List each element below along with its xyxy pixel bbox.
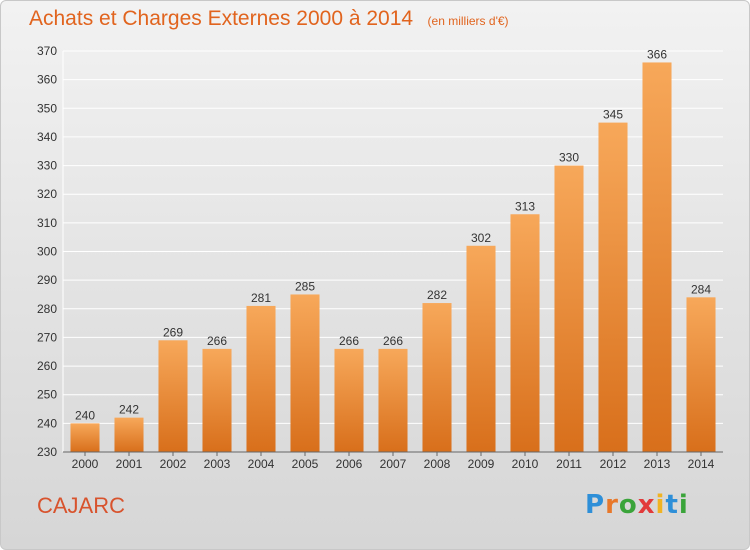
title-row: Achats et Charges Externes 2000 à 2014 (…: [29, 7, 509, 31]
value-label: 240: [75, 408, 95, 422]
value-label: 242: [119, 403, 139, 417]
y-axis: 230 240 250 260 270 280 290 300 310 320 330 340 350 3…: [37, 44, 57, 459]
x-tick-label: 2012: [600, 457, 627, 471]
value-label: 282: [427, 288, 447, 302]
bar-2006: [334, 348, 364, 452]
value-label: 266: [383, 334, 403, 348]
logo-letter: t: [665, 490, 679, 520]
x-tick-label: 2014: [688, 457, 715, 471]
bar-2005: [290, 294, 320, 452]
x-tick-label: 2013: [644, 457, 671, 471]
y-tick-label: 290: [37, 273, 57, 287]
logo-letter: r: [605, 490, 619, 520]
y-tick-label: 280: [37, 302, 57, 316]
bar-2000: [70, 423, 100, 452]
logo-letter: o: [618, 490, 638, 520]
bar-2004: [246, 305, 276, 452]
bar-2013: [642, 62, 672, 452]
y-tick-label: 260: [37, 359, 57, 373]
chart-title: Achats et Charges Externes 2000 à 2014: [29, 7, 414, 30]
value-label: 266: [339, 334, 359, 348]
x-tick-label: 2007: [380, 457, 407, 471]
bar-2009: [466, 245, 496, 452]
bar-2012: [598, 122, 628, 452]
bar-2002: [158, 340, 188, 452]
x-tick-label: 2009: [468, 457, 495, 471]
y-tick-label: 310: [37, 216, 57, 230]
value-label: 266: [207, 334, 227, 348]
y-tick-label: 300: [37, 245, 57, 259]
value-label: 345: [603, 108, 623, 122]
chart-subtitle: (en milliers d'€): [427, 14, 509, 28]
x-tick-label: 2005: [292, 457, 319, 471]
y-tick-label: 270: [37, 330, 57, 344]
commune-name: CAJARC: [37, 493, 126, 518]
value-label: 313: [515, 199, 535, 213]
y-tick-label: 240: [37, 416, 57, 430]
x-tick-label: 2002: [160, 457, 187, 471]
x-tick-label: 2000: [72, 457, 99, 471]
bar-2010: [510, 214, 540, 452]
x-tick-label: 2010: [512, 457, 539, 471]
y-tick-label: 250: [37, 388, 57, 402]
value-labels: 240 242 269 266 281 285 266 266 282 302 313 330 345 3…: [75, 47, 711, 422]
y-tick-label: 340: [37, 130, 57, 144]
y-tick-label: 320: [37, 187, 57, 201]
value-label: 302: [471, 231, 491, 245]
value-label: 366: [647, 47, 667, 61]
bar-2007: [378, 348, 408, 452]
bar-2003: [202, 348, 232, 452]
value-label: 285: [295, 279, 315, 293]
x-tick-label: 2001: [116, 457, 143, 471]
logo-letter: i: [678, 490, 689, 520]
y-tick-label: 230: [37, 445, 57, 459]
y-tick-label: 370: [37, 44, 57, 58]
bar-2001: [114, 417, 144, 452]
value-label: 284: [691, 282, 711, 296]
y-tick-label: 350: [37, 101, 57, 115]
x-tick-label: 2008: [424, 457, 451, 471]
bar-2011: [554, 165, 584, 453]
logo-letter: x: [637, 490, 656, 520]
value-label: 281: [251, 291, 271, 305]
x-tick-label: 2004: [248, 457, 275, 471]
y-tick-label: 330: [37, 159, 57, 173]
proxiti-logo: Proxiti: [585, 490, 689, 520]
value-label: 269: [163, 325, 183, 339]
x-axis: 2000 2001 2002 2003 2004 2005 2006 2007 2008 2009…: [63, 451, 723, 471]
x-tick-label: 2011: [556, 457, 582, 471]
bar-2008: [422, 303, 452, 452]
logo-letter: P: [585, 490, 606, 520]
bar-2014: [686, 297, 716, 452]
value-label: 330: [559, 151, 579, 165]
x-tick-label: 2003: [204, 457, 231, 471]
x-tick-label: 2006: [336, 457, 363, 471]
logo-letter: i: [655, 490, 666, 520]
y-tick-label: 360: [37, 73, 57, 87]
bars: [70, 62, 716, 453]
